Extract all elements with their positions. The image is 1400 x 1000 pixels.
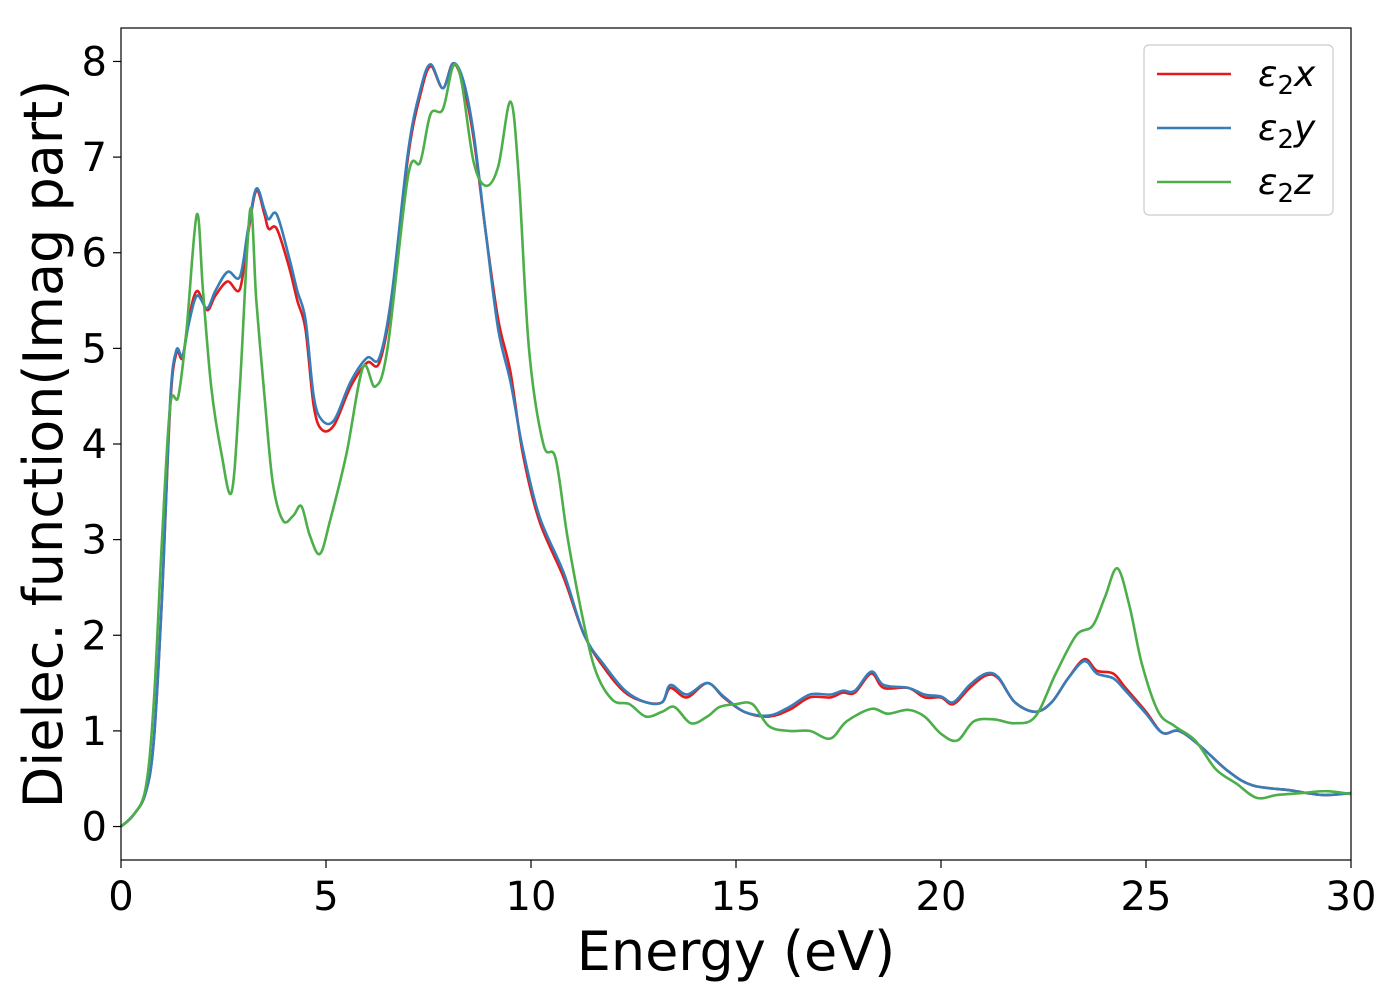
x-tick-label: 20 bbox=[916, 874, 967, 920]
x-tick-label: 5 bbox=[313, 874, 338, 920]
series-layer bbox=[120, 61, 1352, 828]
x-axis: 0 5 10 15 20 25 30 bbox=[108, 860, 1376, 920]
x-tick-label: 0 bbox=[108, 874, 133, 920]
series-line-y bbox=[120, 61, 1352, 828]
y-axis-title: Dielec. function(Imag part) bbox=[12, 80, 75, 809]
x-tick-label: 25 bbox=[1121, 874, 1172, 920]
x-tick-label: 10 bbox=[506, 874, 557, 920]
legend: ε2x ε2y ε2z bbox=[1143, 44, 1334, 216]
y-tick-label: 8 bbox=[82, 39, 107, 85]
y-tick-label: 2 bbox=[82, 613, 107, 659]
y-tick-label: 1 bbox=[82, 709, 107, 755]
y-tick-label: 7 bbox=[82, 135, 107, 181]
y-tick-label: 4 bbox=[82, 422, 107, 468]
y-tick-label: 5 bbox=[82, 326, 107, 372]
x-axis-title: Energy (eV) bbox=[577, 920, 896, 983]
y-tick-label: 3 bbox=[82, 518, 107, 564]
legend-label-z: ε2z bbox=[1258, 162, 1314, 209]
y-axis: 0 1 2 3 4 5 6 7 8 bbox=[82, 39, 121, 851]
legend-label-y: ε2y bbox=[1258, 108, 1316, 155]
legend-label-x: ε2x bbox=[1258, 54, 1316, 101]
x-tick-label: 30 bbox=[1326, 874, 1377, 920]
series-line-z bbox=[120, 62, 1352, 828]
legend-box bbox=[1143, 44, 1334, 216]
y-tick-label: 6 bbox=[82, 231, 107, 277]
y-tick-label: 0 bbox=[82, 805, 107, 851]
x-tick-label: 15 bbox=[711, 874, 762, 920]
